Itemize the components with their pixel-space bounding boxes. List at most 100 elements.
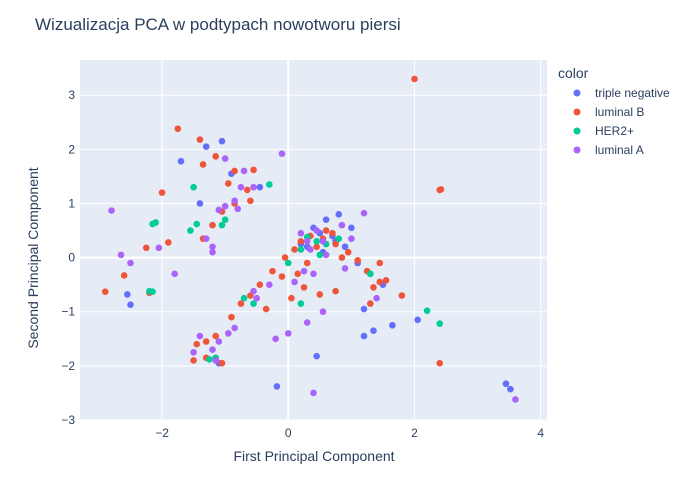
point-her2- [436,320,444,327]
point-luminal-a [225,330,232,337]
point-luminal-b [247,197,254,205]
point-luminal-b [120,272,128,279]
point-luminal-b [243,186,251,194]
point-luminal-a [127,259,134,267]
point-triple-negative [414,316,421,324]
legend-title: color [558,65,589,81]
point-luminal-b [158,189,166,196]
point-luminal-b [344,248,352,256]
point-luminal-a [209,346,216,353]
point-luminal-a [155,244,163,252]
point-luminal-a [190,349,197,356]
legend-item-her2-[interactable]: HER2+ [573,124,635,138]
legend-label: triple negative [595,86,670,100]
point-luminal-b [228,313,235,321]
point-luminal-b [288,294,295,302]
point-luminal-a [231,197,238,205]
point-luminal-a [231,324,238,332]
point-luminal-b [250,166,257,174]
point-her2- [149,220,156,228]
point-luminal-a [272,335,279,343]
point-luminal-a [215,206,223,214]
point-luminal-b [329,229,336,237]
point-luminal-a [310,270,317,278]
point-luminal-a [512,396,519,403]
point-luminal-a [212,357,219,364]
point-luminal-b [316,291,324,298]
point-luminal-b [411,75,418,83]
point-luminal-b [398,292,406,299]
point-her2- [423,307,431,314]
x-tick-label: 2 [411,426,418,440]
legend-item-triple-negative[interactable]: triple negative [573,86,671,100]
point-luminal-b [332,240,339,248]
point-triple-negative [322,216,330,223]
point-her2- [335,235,343,242]
point-triple-negative [313,352,320,360]
legend-item-luminal-b[interactable]: luminal B [573,105,645,119]
legend-marker [573,108,581,116]
point-her2- [297,300,305,307]
y-axis-title: Second Principal Component [25,167,41,348]
point-triple-negative [335,210,343,218]
x-axis-title: First Principal Component [233,448,394,464]
point-luminal-a [310,389,317,397]
point-luminal-b [142,244,150,252]
point-luminal-b [281,254,289,261]
point-luminal-a [307,246,314,253]
point-luminal-a [360,209,368,217]
point-triple-negative [341,243,349,251]
y-tick-label: −3 [61,413,75,427]
point-her2- [313,238,320,245]
point-luminal-a [348,235,355,242]
point-luminal-a [303,319,311,326]
point-luminal-a [319,308,327,316]
legend: color triple negative luminal B HER2+ lumin… [558,65,670,157]
point-luminal-b [376,278,384,286]
point-luminal-b [278,273,286,280]
point-luminal-b [322,227,330,234]
point-luminal-b [212,153,219,160]
point-luminal-a [108,207,115,214]
point-luminal-b [209,221,216,229]
point-triple-negative [196,200,204,207]
point-luminal-a [221,202,229,210]
point-luminal-b [338,254,346,261]
point-her2- [284,259,292,267]
point-luminal-a [322,251,330,259]
point-luminal-b [354,257,361,264]
legend-marker [573,89,581,97]
point-luminal-a [253,294,261,302]
point-triple-negative [124,291,131,298]
point-her2- [187,227,194,234]
point-luminal-b [332,287,339,295]
y-tick-label: −1 [61,305,75,319]
legend-item-luminal-a[interactable]: luminal A [573,143,644,157]
point-her2- [221,216,229,223]
point-luminal-b [382,277,390,284]
point-luminal-b [165,239,172,246]
point-luminal-b [193,340,201,348]
point-luminal-a [209,248,216,256]
y-tick-label: 3 [68,88,75,102]
y-tick-label: 0 [68,251,75,265]
point-luminal-b [231,167,238,175]
point-luminal-a [338,221,346,229]
point-luminal-a [250,183,257,191]
point-luminal-a [266,281,273,288]
legend-label: HER2+ [595,124,634,138]
point-triple-negative [273,383,281,390]
point-luminal-a [300,267,308,275]
x-tick-label: 4 [537,426,544,440]
point-luminal-a [278,150,286,157]
point-her2- [316,251,324,259]
point-her2- [190,183,197,191]
point-her2- [240,294,248,302]
point-luminal-b [436,359,444,367]
point-triple-negative [256,183,264,191]
point-luminal-a [209,243,216,251]
plot-area [80,60,547,420]
point-luminal-b [303,259,311,267]
point-triple-negative [502,380,510,388]
